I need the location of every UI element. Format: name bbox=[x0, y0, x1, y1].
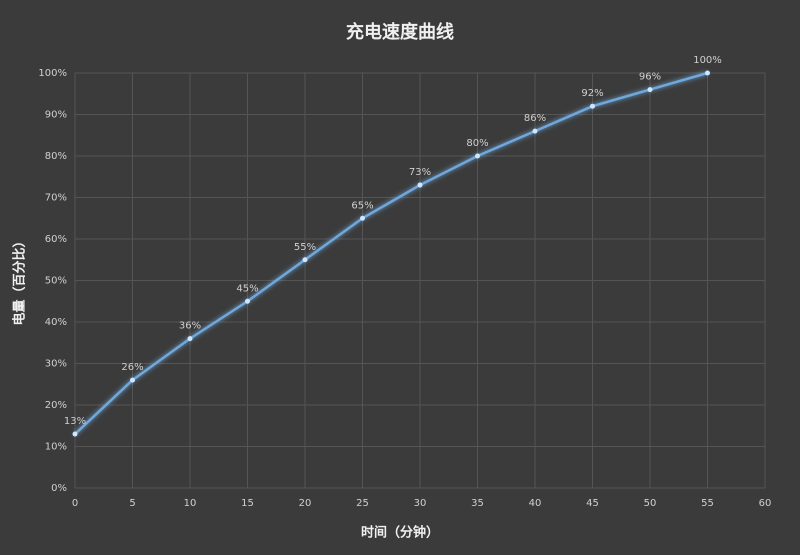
point bbox=[705, 70, 710, 76]
x-tick-label: 35 bbox=[471, 498, 484, 509]
value-label: 65% bbox=[351, 200, 373, 211]
value-label: 73% bbox=[409, 167, 431, 178]
x-tick-label: 0 bbox=[72, 498, 78, 509]
point bbox=[590, 103, 595, 109]
value-label: 92% bbox=[581, 88, 603, 99]
point bbox=[302, 257, 308, 263]
x-tick-label: 30 bbox=[414, 498, 427, 509]
value-label: 13% bbox=[64, 416, 86, 427]
point bbox=[417, 182, 423, 188]
y-axis-label: 电量（百分比） bbox=[12, 234, 28, 325]
x-tick-label: 40 bbox=[529, 498, 542, 509]
point bbox=[475, 153, 480, 159]
value-label: 26% bbox=[121, 362, 143, 373]
value-label: 36% bbox=[179, 321, 201, 332]
y-tick-label: 60% bbox=[45, 234, 67, 245]
x-tick-label: 10 bbox=[184, 498, 197, 509]
y-tick-label: 10% bbox=[45, 442, 67, 453]
point bbox=[130, 377, 135, 383]
y-tick-label: 80% bbox=[45, 151, 67, 162]
y-tick-label: 0% bbox=[51, 483, 67, 494]
x-tick-label: 60 bbox=[759, 498, 772, 509]
y-tick-label: 70% bbox=[45, 193, 67, 204]
point bbox=[647, 87, 653, 93]
point bbox=[532, 128, 538, 134]
y-tick-label: 50% bbox=[45, 276, 67, 287]
point bbox=[360, 215, 365, 221]
value-label: 86% bbox=[524, 113, 546, 124]
x-tick-label: 20 bbox=[299, 498, 312, 509]
value-label: 45% bbox=[236, 283, 258, 294]
value-label: 80% bbox=[466, 138, 488, 149]
chart-title: 充电速度曲线 bbox=[346, 21, 454, 43]
y-tick-label: 40% bbox=[45, 317, 67, 328]
point bbox=[245, 298, 250, 304]
point bbox=[187, 336, 193, 342]
x-tick-label: 15 bbox=[241, 498, 254, 509]
value-label: 100% bbox=[693, 55, 722, 66]
line bbox=[74, 71, 708, 435]
y-tick-label: 30% bbox=[45, 359, 67, 370]
y-tick-label: 90% bbox=[45, 110, 67, 121]
y-tick-label: 20% bbox=[45, 400, 67, 411]
x-tick-label: 25 bbox=[356, 498, 369, 509]
x-tick-label: 50 bbox=[644, 498, 657, 509]
x-tick-label: 55 bbox=[701, 498, 714, 509]
x-axis-label: 时间（分钟） bbox=[361, 525, 439, 541]
point bbox=[72, 431, 78, 437]
x-tick-label: 5 bbox=[129, 498, 135, 509]
value-label: 55% bbox=[294, 242, 316, 253]
y-tick-label: 100% bbox=[38, 68, 67, 79]
value-label: 96% bbox=[639, 72, 661, 83]
x-tick-label: 45 bbox=[586, 498, 599, 509]
